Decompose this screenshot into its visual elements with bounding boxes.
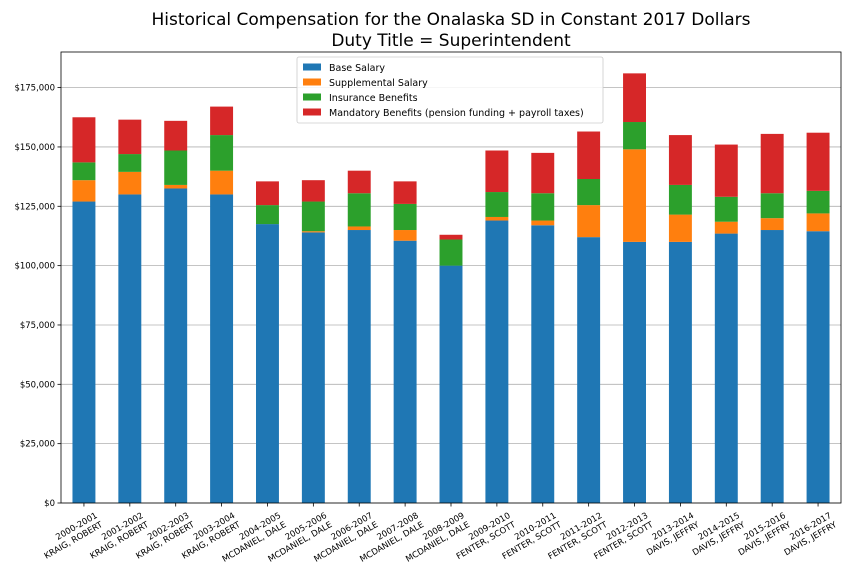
bar-segment-supplemental (806, 213, 830, 232)
bar-segment-mandatory (439, 234, 463, 240)
bar-segment-mandatory (164, 120, 188, 151)
bar-segment-supplemental (485, 216, 509, 221)
bar-segment-supplemental (72, 180, 96, 202)
bar-segment-supplemental (301, 231, 325, 233)
y-axis: $0 $25,000 $50,000 $75,000 $100,000 $125,000 $… (14, 84, 61, 509)
bar-segment-base (577, 237, 601, 503)
bar-segment-mandatory (347, 170, 371, 194)
legend-frame (296, 56, 604, 124)
bar-segment-supplemental (577, 205, 601, 238)
bar-segment-base (210, 194, 234, 503)
y-tick-label: $0 (44, 499, 55, 509)
bar-segment-mandatory (531, 152, 555, 194)
legend-swatch (303, 78, 321, 86)
legend-label: Base Salary (329, 63, 385, 74)
legend: Base Salary Supplemental Salary Insurance … (296, 56, 604, 124)
y-tick-label: $25,000 (20, 440, 55, 450)
bar-segment-base (485, 220, 509, 503)
bar-segment-mandatory (714, 144, 738, 197)
bar-segment-base (531, 225, 555, 504)
bar-segment-base (118, 194, 142, 503)
bar-segment-base (301, 232, 325, 503)
bar-segment-supplemental (347, 226, 371, 231)
bar-segment-mandatory (623, 73, 646, 123)
x-tick-label: 2016-2017DAVIS, JEFFRY (777, 511, 839, 559)
bar-segment-mandatory (118, 119, 142, 155)
bar-segment-base (72, 201, 96, 503)
bar-segment-insurance (301, 201, 325, 232)
bar-segment-mandatory (72, 117, 96, 163)
bar-segment-mandatory (760, 133, 784, 194)
y-tick-label: $50,000 (20, 380, 55, 390)
bar-segment-mandatory (806, 132, 830, 191)
chart-title: Historical Compensation for the Onalaska… (151, 10, 750, 30)
bars (72, 73, 830, 504)
bar-segment-supplemental (668, 214, 692, 242)
bar-segment-supplemental (164, 184, 188, 189)
bar-segment-supplemental (210, 170, 234, 195)
legend-label: Insurance Benefits (329, 93, 418, 104)
bar-segment-insurance (164, 150, 188, 185)
chart-subtitle: Duty Title = Superintendent (331, 31, 571, 51)
y-tick-label: $100,000 (14, 262, 55, 272)
bar-segment-mandatory (393, 181, 417, 204)
bar-segment-supplemental (714, 221, 738, 234)
bar-segment-insurance (760, 193, 784, 219)
bar-segment-insurance (439, 239, 463, 266)
bar-segment-insurance (577, 178, 601, 206)
bar-segment-base (347, 230, 371, 504)
bar-segment-insurance (118, 154, 142, 172)
bar-segment-insurance (531, 193, 555, 221)
bar-segment-insurance (347, 193, 371, 227)
bar-segment-base (256, 224, 279, 503)
bar-segment-insurance (714, 196, 738, 222)
bar-segment-base (806, 231, 830, 503)
bar-segment-mandatory (577, 131, 601, 179)
bar-segment-mandatory (485, 150, 509, 193)
legend-label: Mandatory Benefits (pension funding + pa… (329, 108, 584, 119)
bar-segment-base (439, 265, 463, 503)
legend-swatch (303, 63, 321, 71)
bar-segment-base (668, 241, 692, 504)
bar-segment-mandatory (210, 106, 234, 136)
bar-segment-insurance (72, 162, 96, 181)
bar-segment-insurance (393, 203, 417, 231)
bar-segment-supplemental (118, 171, 142, 195)
bar-segment-base (623, 241, 646, 504)
y-tick-label: $175,000 (14, 84, 55, 94)
legend-label: Supplemental Salary (329, 78, 428, 89)
bar-segment-base (760, 230, 784, 504)
bar-segment-base (164, 188, 188, 503)
y-tick-label: $125,000 (14, 202, 55, 212)
bar-segment-insurance (485, 192, 509, 217)
bar-segment-supplemental (393, 230, 417, 241)
bar-segment-base (714, 233, 738, 503)
bar-segment-insurance (668, 184, 692, 215)
bar-segment-insurance (806, 190, 830, 214)
bar-segment-supplemental (623, 149, 646, 242)
y-tick-label: $150,000 (14, 143, 55, 153)
legend-swatch (303, 108, 321, 116)
bar-segment-insurance (256, 205, 279, 225)
bar-segment-insurance (210, 135, 234, 171)
bar-segment-mandatory (668, 135, 692, 185)
y-tick-label: $75,000 (20, 321, 55, 331)
legend-swatch (303, 93, 321, 101)
bar-segment-mandatory (301, 180, 325, 202)
bar-segment-base (393, 240, 417, 504)
bar-segment-supplemental (760, 218, 784, 231)
bar-segment-insurance (623, 122, 646, 150)
bar-segment-supplemental (531, 220, 555, 226)
bar-segment-mandatory (256, 181, 279, 206)
